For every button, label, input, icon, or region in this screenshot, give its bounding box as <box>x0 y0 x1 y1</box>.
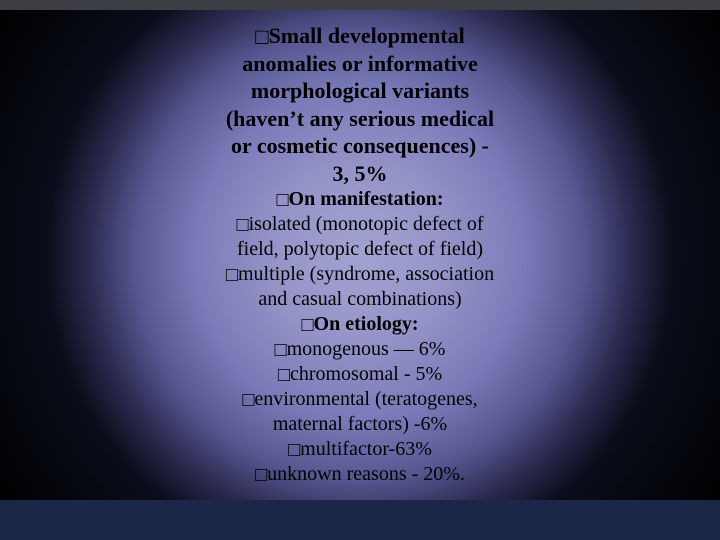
slide-line-text: field, polytopic defect of field) <box>237 238 483 260</box>
slide-line-text: monogenous — 6% <box>287 338 446 360</box>
slide-line-text: and casual combinations) <box>258 288 461 310</box>
slide-line: or cosmetic consequences) - <box>231 132 489 160</box>
slide-line: maternal factors) -6% <box>273 412 447 437</box>
slide-line: □On etiology: <box>301 312 418 337</box>
slide-line: □chromosomal - 5% <box>278 362 442 387</box>
bullet-glyph-icon: □ <box>255 463 267 488</box>
bullet-glyph-icon: □ <box>301 313 313 338</box>
slide-line-text: On manifestation: <box>289 188 444 210</box>
slide-line-text: multifactor-63% <box>300 438 432 460</box>
bullet-glyph-icon: □ <box>275 338 287 363</box>
slide-line: morphological variants <box>251 77 469 105</box>
slide-line: □unknown reasons - 20%. <box>255 462 465 487</box>
slide-line: and casual combinations) <box>258 287 461 312</box>
slide-line-text: Small developmental <box>269 23 465 48</box>
bullet-glyph-icon: □ <box>236 213 248 238</box>
bottom-bar <box>0 500 720 540</box>
slide-line: 3, 5% <box>333 160 388 188</box>
slide-line: (haven’t any serious medical <box>226 105 494 133</box>
slide-line: □isolated (monotopic defect of <box>236 212 483 237</box>
slide-line-text: multiple (syndrome, association <box>238 263 494 285</box>
slide-line-text: morphological variants <box>251 78 469 103</box>
slide-line-text: unknown reasons - 20%. <box>267 463 465 485</box>
slide-line: □environmental (teratogenes, <box>242 387 477 412</box>
slide-line: □Small developmental <box>255 22 464 50</box>
text-layer: □Small developmentalanomalies or informa… <box>0 10 720 500</box>
slide-line: anomalies or informative <box>242 50 477 78</box>
slide-line: □On manifestation: <box>276 187 443 212</box>
slide-line-text: anomalies or informative <box>242 51 477 76</box>
slide-line: □monogenous — 6% <box>275 337 446 362</box>
bullet-glyph-icon: □ <box>276 188 288 213</box>
top-bar <box>0 0 720 10</box>
slide-stage: □Small developmentalanomalies or informa… <box>0 0 720 540</box>
bullet-glyph-icon: □ <box>288 438 300 463</box>
bullet-glyph-icon: □ <box>226 263 238 288</box>
bullet-glyph-icon: □ <box>242 388 254 413</box>
slide-line-text: On etiology: <box>314 313 419 335</box>
slide-line-text: 3, 5% <box>333 161 388 186</box>
slide-line-text: environmental (teratogenes, <box>254 388 477 410</box>
slide-line: field, polytopic defect of field) <box>237 237 483 262</box>
slide-line-text: or cosmetic consequences) - <box>231 133 489 158</box>
bullet-glyph-icon: □ <box>255 23 268 51</box>
slide-line-text: isolated (monotopic defect of <box>249 213 484 235</box>
slide-line-text: chromosomal - 5% <box>290 363 442 385</box>
slide-line-text: maternal factors) -6% <box>273 413 447 435</box>
slide-line-text: (haven’t any serious medical <box>226 106 494 131</box>
slide-line: □multiple (syndrome, association <box>226 262 494 287</box>
bullet-glyph-icon: □ <box>278 363 290 388</box>
slide-line: □multifactor-63% <box>288 437 432 462</box>
